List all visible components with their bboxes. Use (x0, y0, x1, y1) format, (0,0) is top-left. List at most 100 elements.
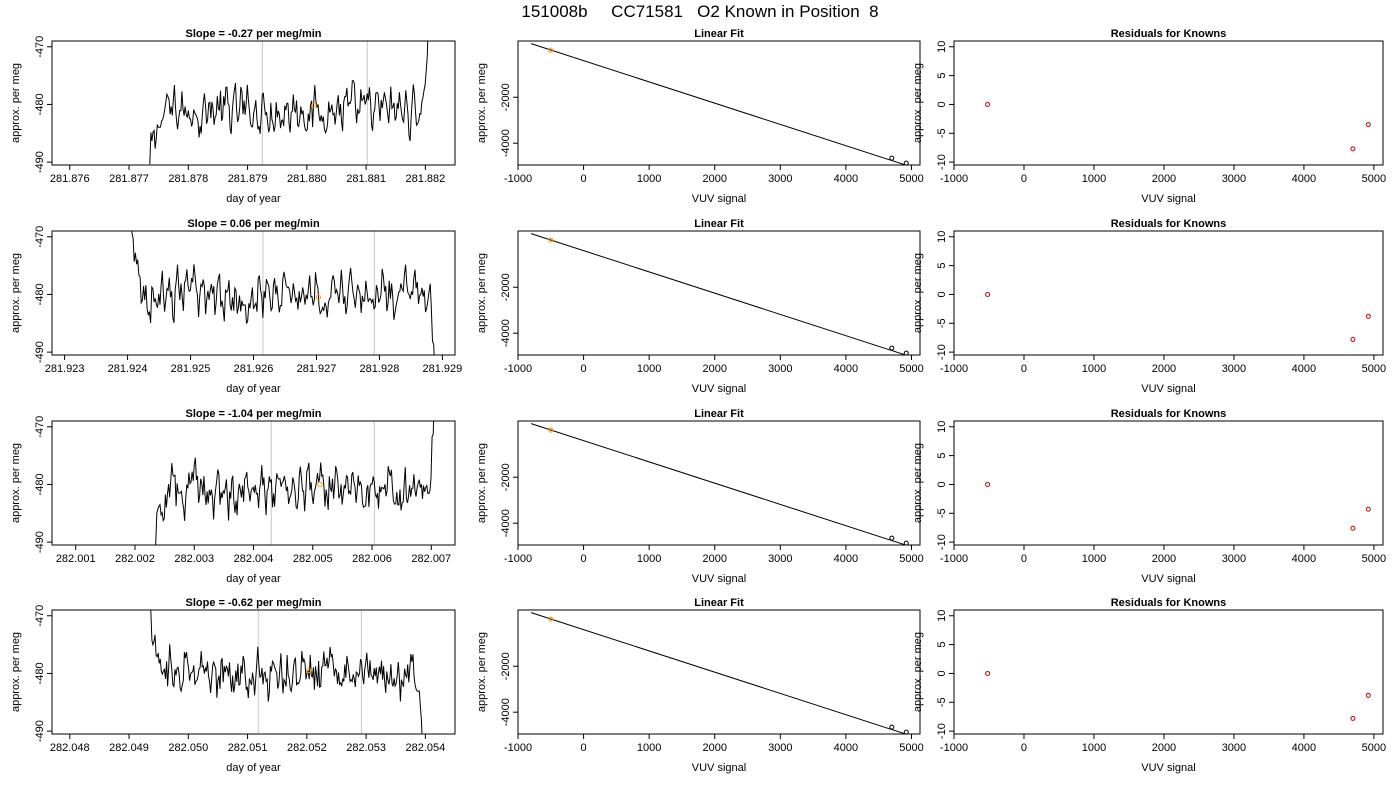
residual-point-1 (1350, 525, 1356, 531)
y-axis-label: approx. per meg (10, 63, 22, 143)
y-axis-label: approx. per meg (912, 443, 924, 523)
fit-point-1 (889, 724, 895, 730)
x-tick-label: 3000 (1222, 742, 1246, 754)
y-tick-label: -10 (936, 534, 948, 550)
x-tick-label: -1000 (504, 363, 532, 375)
y-axis-label: approx. per meg (912, 253, 924, 333)
y-axis-label: approx. per meg (476, 253, 488, 333)
residual-point-0 (985, 670, 991, 676)
x-axis-label: VUV signal (692, 573, 746, 585)
x-tick-label: 282.054 (405, 742, 445, 754)
y-tick-label: -470 (34, 36, 46, 58)
y-tick-label: -10 (936, 723, 948, 739)
drift-trace-line (150, 610, 423, 734)
x-tick-label: 281.881 (346, 173, 386, 185)
x-tick-label: -1000 (504, 173, 532, 185)
y-tick-label: -470 (34, 605, 46, 627)
y-tick-label: 5 (936, 263, 948, 269)
drift-panel-row-2: 282.001 282.002 282.003 282.004 282.005 282.0… (10, 408, 456, 585)
plot-frame (953, 420, 1384, 546)
y-axis-label: approx. per meg (476, 632, 488, 712)
plot-frame (517, 230, 921, 356)
x-tick-label: 1000 (637, 553, 661, 565)
x-tick-label: 0 (1021, 363, 1027, 375)
x-tick-label: 2000 (702, 742, 726, 754)
residuals-panel-row-0: -1000 0 1000 2000 3000 4000 5000 -10 -5 0 5 10 Resid… (912, 28, 1386, 205)
x-tick-label: 5000 (1362, 553, 1386, 565)
mean-marker-point (315, 294, 322, 301)
panel-title: Residuals for Knowns (1111, 218, 1227, 230)
drift-trace-line (155, 421, 435, 545)
drift-panel-row-3: 282.048 282.049 282.050 282.051 282.052 282.0… (10, 597, 456, 774)
panel-title: Linear Fit (694, 597, 744, 609)
x-tick-label: 282.048 (50, 742, 90, 754)
x-tick-label: -1000 (504, 553, 532, 565)
x-tick-label: -1000 (940, 553, 968, 565)
y-tick-label: -2000 (500, 463, 512, 491)
fit-line (530, 612, 907, 734)
x-tick-label: 282.003 (174, 553, 214, 565)
panel-title: Linear Fit (694, 408, 744, 420)
y-tick-label: -470 (34, 416, 46, 438)
fit-point-0 (548, 616, 554, 622)
y-tick-label: 0 (936, 101, 948, 107)
y-tick-label: 5 (936, 453, 948, 459)
y-tick-label: -4000 (500, 319, 512, 347)
x-tick-label: 281.878 (168, 173, 208, 185)
fit-line (530, 423, 907, 545)
residual-point-0 (985, 481, 991, 487)
y-axis-label: approx. per meg (912, 632, 924, 712)
panel-title: Slope = -0.27 per meg/min (185, 28, 321, 40)
x-axis-label: day of year (226, 383, 281, 395)
plot-frame (51, 609, 456, 735)
residual-point-2 (1365, 313, 1371, 319)
panel-title: Slope = -0.62 per meg/min (185, 597, 321, 609)
x-axis-label: VUV signal (692, 383, 746, 395)
residual-point-1 (1350, 146, 1356, 152)
residual-point-2 (1365, 692, 1371, 698)
y-axis-label: approx. per meg (10, 632, 22, 712)
x-axis-label: VUV signal (1141, 762, 1195, 774)
y-tick-label: -5 (936, 697, 948, 707)
x-tick-label: 4000 (1292, 553, 1316, 565)
y-tick-label: -5 (936, 508, 948, 518)
x-tick-label: 281.877 (109, 173, 149, 185)
x-tick-label: 282.051 (228, 742, 268, 754)
x-tick-label: 281.880 (287, 173, 327, 185)
y-tick-label: -490 (34, 341, 46, 363)
x-tick-label: 4000 (1292, 363, 1316, 375)
y-tick-label: -4000 (500, 698, 512, 726)
x-tick-label: 1000 (1082, 173, 1106, 185)
x-tick-label: 3000 (1222, 363, 1246, 375)
x-tick-label: 282.049 (109, 742, 149, 754)
x-tick-label: 5000 (899, 363, 923, 375)
x-tick-label: 282.050 (168, 742, 208, 754)
y-tick-label: 10 (936, 41, 948, 53)
x-tick-label: 1000 (1082, 363, 1106, 375)
x-tick-label: 281.925 (171, 363, 211, 375)
x-tick-label: 4000 (834, 742, 858, 754)
residuals-panel-row-2: -1000 0 1000 2000 3000 4000 5000 -10 -5 0 5 10 Resid… (912, 408, 1386, 585)
x-tick-label: 281.929 (423, 363, 463, 375)
x-tick-label: 282.006 (352, 553, 392, 565)
x-tick-label: 3000 (1222, 553, 1246, 565)
x-tick-label: 281.924 (108, 363, 148, 375)
x-tick-label: 281.927 (297, 363, 337, 375)
figure-title: 151008b CC71581 O2 Known in Position 8 (521, 2, 879, 21)
x-tick-label: 1000 (637, 742, 661, 754)
fit-line (530, 43, 907, 165)
x-tick-label: 2000 (1152, 363, 1176, 375)
x-tick-label: 281.928 (360, 363, 400, 375)
panel-title: Residuals for Knowns (1111, 408, 1227, 420)
drift-trace-line (149, 41, 429, 165)
y-tick-label: 0 (936, 481, 948, 487)
fit-panel-row-3: -1000 0 1000 2000 3000 4000 5000 -2000 -4000 Line… (476, 597, 924, 774)
y-tick-label: 0 (936, 291, 948, 297)
residual-point-0 (985, 101, 991, 107)
y-tick-label: -490 (34, 720, 46, 742)
residuals-panel-row-3: -1000 0 1000 2000 3000 4000 5000 -10 -5 0 5 10 Resid… (912, 597, 1386, 774)
x-axis-label: VUV signal (1141, 193, 1195, 205)
x-tick-label: 282.052 (287, 742, 327, 754)
fit-point-1 (889, 345, 895, 351)
x-tick-label: 282.007 (411, 553, 451, 565)
